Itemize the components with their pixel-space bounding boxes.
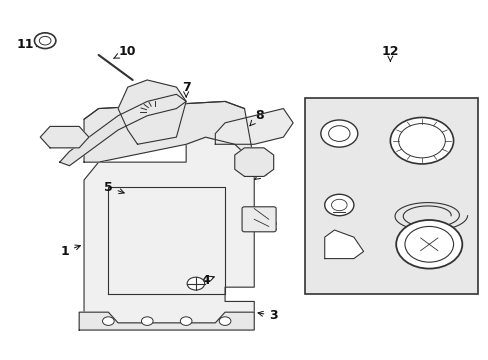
- Text: 3: 3: [258, 309, 277, 322]
- Polygon shape: [40, 126, 89, 148]
- Polygon shape: [118, 80, 186, 144]
- Circle shape: [324, 194, 353, 216]
- Circle shape: [320, 120, 357, 147]
- Text: 8: 8: [249, 109, 263, 126]
- Circle shape: [395, 220, 461, 269]
- Polygon shape: [84, 137, 254, 323]
- Text: 1: 1: [60, 245, 80, 258]
- Polygon shape: [215, 109, 292, 144]
- Circle shape: [398, 123, 445, 158]
- Circle shape: [180, 317, 192, 325]
- Polygon shape: [324, 230, 363, 258]
- Circle shape: [34, 33, 56, 49]
- Text: 4: 4: [201, 274, 214, 287]
- Polygon shape: [84, 102, 254, 162]
- Text: 11: 11: [17, 38, 41, 51]
- Bar: [305, 98, 477, 294]
- Circle shape: [187, 277, 204, 290]
- Circle shape: [141, 317, 153, 325]
- Text: 6: 6: [254, 166, 268, 180]
- Text: 5: 5: [104, 181, 124, 194]
- Circle shape: [389, 117, 453, 164]
- Text: 10: 10: [114, 45, 136, 58]
- Circle shape: [102, 317, 114, 325]
- Polygon shape: [60, 94, 186, 166]
- Circle shape: [404, 226, 453, 262]
- Polygon shape: [234, 148, 273, 176]
- Circle shape: [219, 317, 230, 325]
- Circle shape: [328, 126, 349, 141]
- Text: 2: 2: [263, 220, 278, 233]
- Circle shape: [331, 199, 346, 211]
- Text: 7: 7: [182, 81, 190, 97]
- Text: 12: 12: [381, 45, 398, 61]
- Polygon shape: [79, 312, 254, 330]
- Circle shape: [39, 36, 51, 45]
- FancyBboxPatch shape: [242, 207, 276, 232]
- Text: 9: 9: [50, 134, 70, 147]
